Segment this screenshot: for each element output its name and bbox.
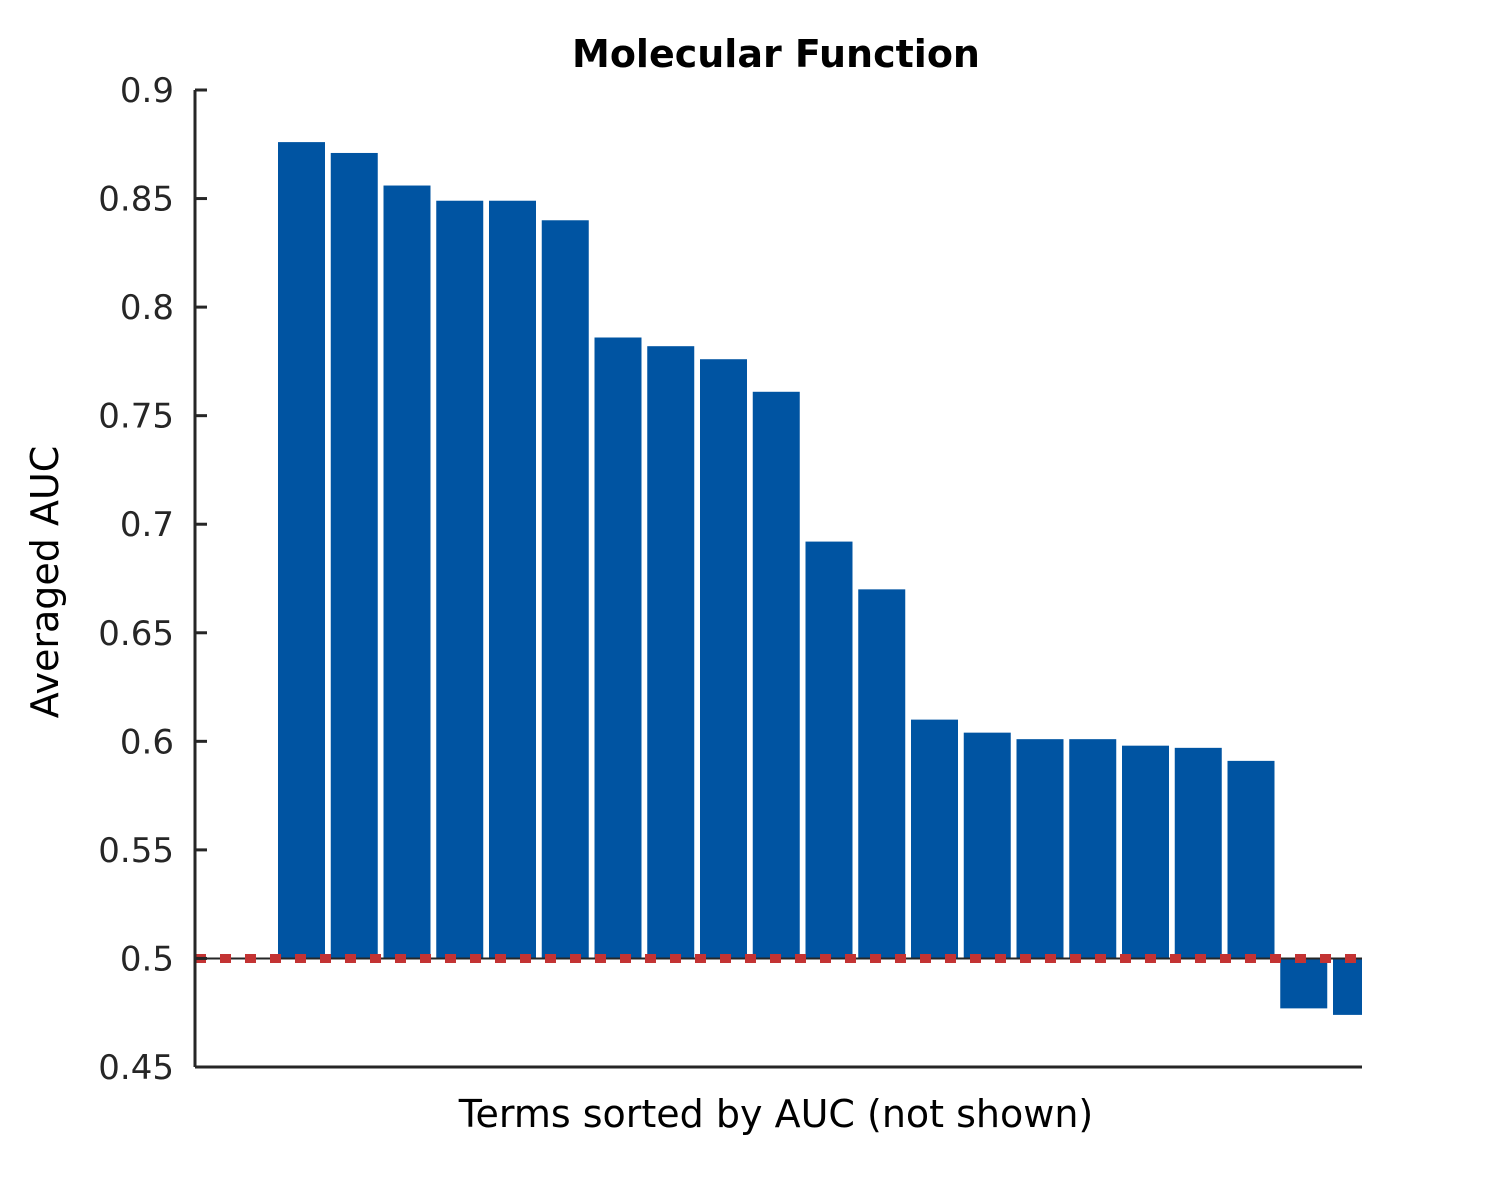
bar-20 [1280, 958, 1328, 1009]
bar-7 [594, 337, 642, 959]
bar-4 [436, 200, 484, 959]
bar-9 [700, 359, 747, 959]
bar-12 [858, 589, 906, 959]
bar-16 [1069, 739, 1117, 959]
bar-11 [805, 541, 853, 959]
bar-18 [1174, 747, 1222, 959]
bar-17 [1122, 745, 1169, 959]
bars-group [278, 142, 1362, 1015]
bar-3 [383, 185, 431, 959]
bar-10 [752, 391, 800, 959]
y-tick-label-1: 0.5 [120, 939, 174, 979]
y-axis-label: Averaged AUC [23, 446, 67, 719]
chart-title: Molecular Function [572, 32, 980, 76]
y-tick-label-8: 0.85 [98, 180, 174, 220]
bar-5 [489, 200, 536, 959]
bar-15 [1016, 739, 1064, 959]
bar-14 [963, 732, 1011, 959]
bar-2 [330, 152, 378, 959]
y-tick-label-5: 0.7 [120, 505, 174, 545]
bar-6 [541, 220, 589, 959]
y-tick-label-0: 0.45 [98, 1048, 174, 1088]
y-tick-label-2: 0.55 [98, 831, 174, 871]
y-ticks-group: 0.45 0.5 0.55 0.6 0.65 0.7 0.75 0.8 0.85 0.9 [98, 71, 207, 1088]
y-tick-label-3: 0.6 [120, 722, 174, 762]
y-tick-label-7: 0.8 [120, 288, 174, 328]
x-axis-label: Terms sorted by AUC (not shown) [458, 1092, 1094, 1136]
bar-1 [278, 142, 325, 959]
bar-21 [1333, 958, 1362, 1015]
y-tick-label-4: 0.65 [98, 614, 174, 654]
axes-group [193, 90, 1362, 1069]
bar-8 [647, 346, 695, 959]
y-tick-label-9: 0.9 [120, 71, 174, 111]
bar-13 [911, 719, 958, 959]
bar-19 [1227, 760, 1275, 959]
y-tick-label-6: 0.75 [98, 397, 174, 437]
